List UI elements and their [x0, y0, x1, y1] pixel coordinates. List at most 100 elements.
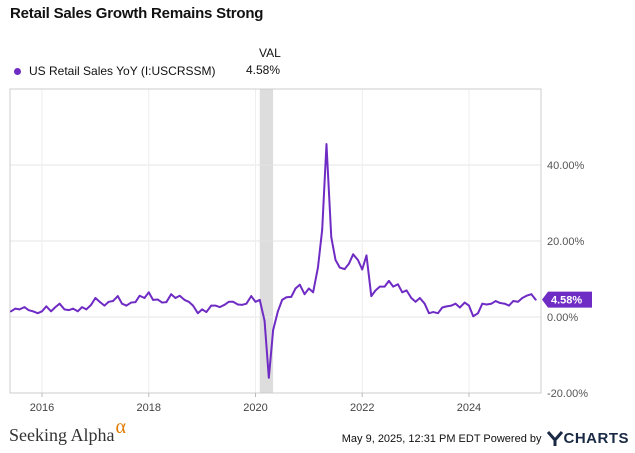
data-point — [143, 297, 146, 299]
data-point — [76, 310, 79, 313]
data-point — [383, 285, 386, 288]
data-point — [121, 302, 123, 305]
data-point — [50, 310, 52, 313]
data-point — [241, 303, 244, 306]
data-point — [41, 310, 43, 313]
data-point — [201, 308, 204, 311]
data-point — [125, 304, 128, 307]
data-point — [365, 254, 368, 257]
data-point — [410, 297, 413, 299]
data-point — [343, 268, 346, 271]
data-point — [245, 302, 248, 305]
data-point — [405, 289, 408, 292]
data-point — [423, 302, 426, 305]
data-point — [494, 300, 497, 302]
data-point — [134, 301, 137, 304]
data-point — [10, 310, 12, 313]
grid-layer — [10, 89, 541, 394]
data-point — [45, 305, 48, 308]
data-point — [258, 299, 261, 301]
data-point — [441, 306, 444, 309]
data-point — [388, 280, 390, 282]
data-point — [499, 302, 501, 304]
data-point — [321, 228, 324, 231]
data-point — [490, 302, 493, 305]
data-point — [454, 302, 457, 305]
data-point — [94, 297, 97, 299]
data-point — [352, 253, 355, 256]
x-tick-label: 2024 — [457, 402, 481, 414]
data-point — [521, 297, 524, 299]
data-point — [374, 289, 377, 292]
data-point — [445, 305, 448, 308]
data-point — [165, 301, 168, 304]
data-point — [347, 262, 350, 265]
data-point — [112, 300, 114, 302]
data-point — [458, 306, 461, 309]
x-tick-label: 2016 — [30, 402, 54, 414]
data-point — [277, 310, 279, 313]
data-point — [370, 295, 373, 297]
end-value-label: 4.58% — [542, 291, 592, 308]
data-point — [517, 300, 519, 303]
data-point — [298, 283, 301, 286]
data-point — [103, 304, 106, 307]
data-point — [18, 308, 21, 311]
y-tick-label: 0.00% — [547, 312, 578, 324]
data-point — [178, 294, 181, 297]
data-point — [267, 376, 270, 379]
data-point — [32, 310, 34, 313]
data-point — [156, 298, 159, 301]
data-point — [218, 306, 221, 309]
data-point — [401, 291, 404, 294]
legend-series-marker — [14, 67, 21, 75]
data-point — [330, 236, 333, 239]
data-point — [525, 294, 528, 297]
data-point — [67, 309, 70, 312]
y-axis: 40.00% 20.00% 0.00% -20.00% — [547, 160, 588, 400]
data-point — [196, 312, 199, 315]
data-point — [361, 268, 364, 271]
x-tick-label: 2020 — [243, 402, 267, 414]
data-point — [290, 295, 293, 298]
data-point — [334, 259, 337, 261]
data-point — [508, 304, 510, 307]
data-point — [227, 300, 230, 303]
data-point — [107, 300, 110, 303]
data-point — [192, 304, 194, 307]
data-point — [357, 259, 359, 261]
data-point — [285, 296, 288, 299]
data-point — [477, 312, 479, 315]
ycharts-logo[interactable]: CHARTS — [546, 430, 630, 447]
data-point — [481, 302, 484, 305]
data-point — [418, 297, 421, 299]
data-point — [90, 303, 93, 306]
alpha-icon: α — [115, 416, 126, 438]
series-line-0[interactable] — [10, 143, 537, 379]
data-point — [450, 304, 453, 307]
seeking-alpha-logo[interactable]: Seeking Alphaα — [9, 416, 126, 447]
y-tick-label: 20.00% — [547, 236, 585, 248]
data-point — [174, 297, 177, 299]
data-point — [205, 311, 208, 313]
data-point — [250, 295, 253, 297]
data-point — [130, 301, 133, 304]
legend-value-header: VAL — [259, 46, 281, 60]
plot-border — [9, 88, 542, 394]
y-tick-label: -20.00% — [547, 388, 588, 400]
data-point — [378, 285, 381, 288]
data-point — [432, 311, 435, 313]
data-point — [116, 295, 119, 297]
data-point — [152, 299, 154, 301]
chart-title: Retail Sales Growth Remains Strong — [10, 5, 264, 22]
x-tick-label: 2018 — [137, 402, 161, 414]
data-point — [98, 300, 101, 303]
legend-entry[interactable]: US Retail Sales YoY (I:USCRSSM) — [14, 63, 216, 79]
data-point — [512, 300, 515, 302]
data-point — [317, 266, 319, 269]
data-point — [530, 293, 533, 296]
data-point — [468, 304, 470, 307]
data-point — [534, 298, 537, 301]
data-point — [472, 315, 475, 318]
